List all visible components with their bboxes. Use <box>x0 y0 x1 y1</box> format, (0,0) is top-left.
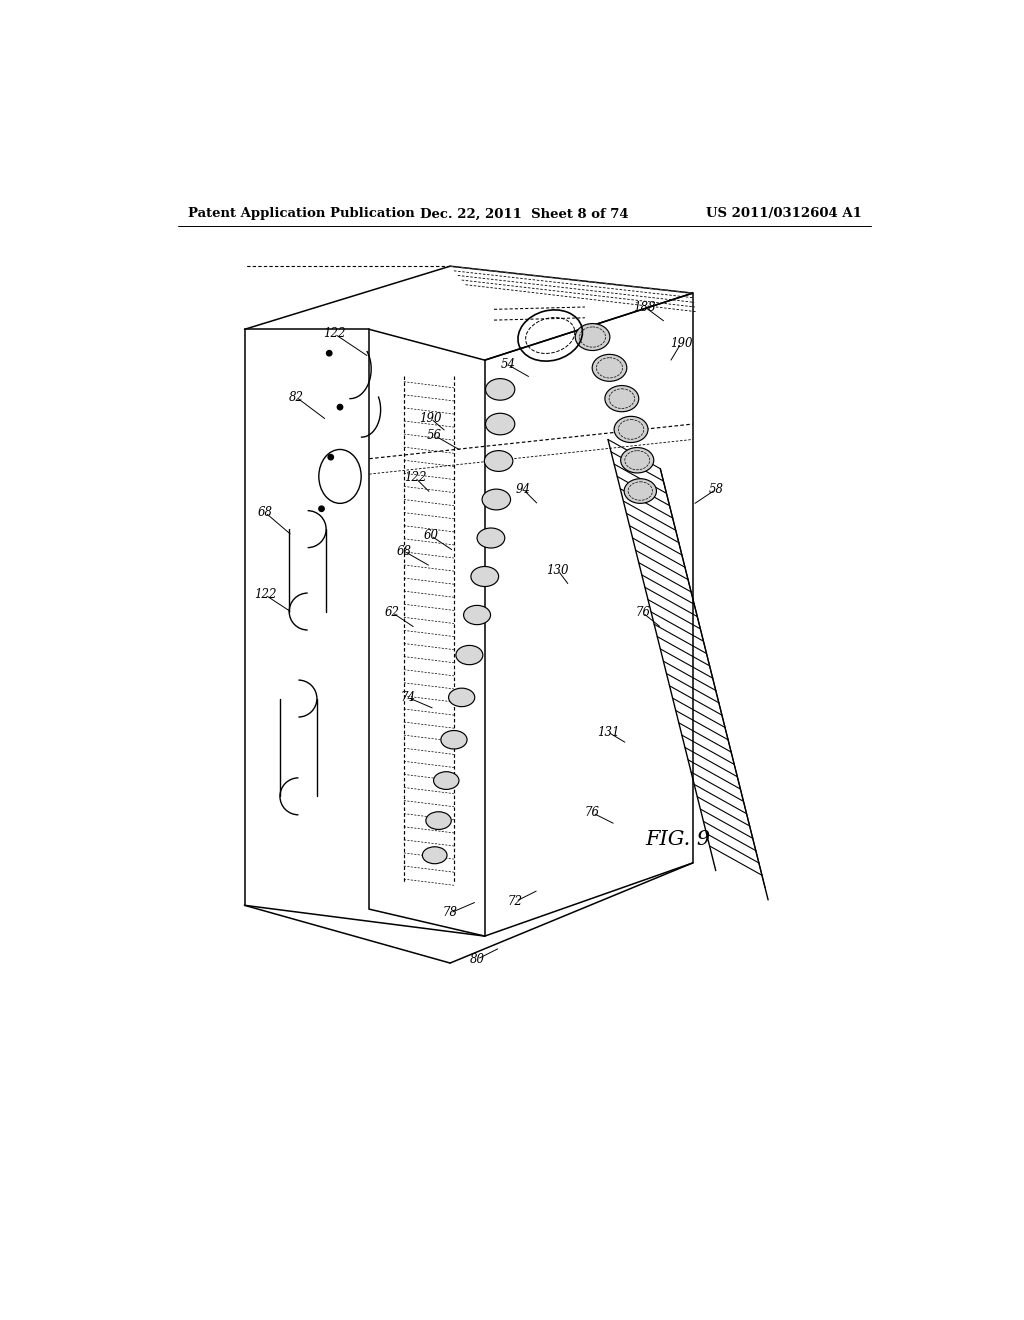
Text: 122: 122 <box>404 471 427 484</box>
Ellipse shape <box>614 416 648 442</box>
Text: 58: 58 <box>709 483 723 496</box>
Text: 74: 74 <box>400 690 416 704</box>
Ellipse shape <box>449 688 475 706</box>
Ellipse shape <box>456 645 483 665</box>
Ellipse shape <box>592 354 627 381</box>
Ellipse shape <box>464 606 490 624</box>
Text: 54: 54 <box>501 358 515 371</box>
Text: 78: 78 <box>442 907 458 920</box>
Text: 131: 131 <box>597 726 620 739</box>
Ellipse shape <box>433 772 459 789</box>
Text: 130: 130 <box>547 564 569 577</box>
Ellipse shape <box>471 566 499 586</box>
Text: US 2011/0312604 A1: US 2011/0312604 A1 <box>707 207 862 220</box>
Ellipse shape <box>441 730 467 748</box>
Ellipse shape <box>426 812 452 829</box>
Ellipse shape <box>605 385 639 412</box>
Ellipse shape <box>484 450 513 471</box>
Text: 60: 60 <box>423 529 438 543</box>
Circle shape <box>318 506 325 511</box>
Ellipse shape <box>621 447 653 473</box>
Ellipse shape <box>422 847 447 863</box>
Text: 122: 122 <box>324 327 346 341</box>
Text: 76: 76 <box>635 606 650 619</box>
Ellipse shape <box>625 479 656 503</box>
Text: 76: 76 <box>585 807 600 820</box>
Text: 82: 82 <box>289 391 303 404</box>
Ellipse shape <box>482 490 511 510</box>
Text: 68: 68 <box>258 506 272 519</box>
Text: 94: 94 <box>516 483 530 496</box>
Text: 68: 68 <box>396 545 412 557</box>
Text: FIG. 9: FIG. 9 <box>645 830 710 849</box>
Circle shape <box>328 454 334 459</box>
Text: 190: 190 <box>420 412 442 425</box>
Text: 122: 122 <box>254 589 276 602</box>
Text: Patent Application Publication: Patent Application Publication <box>188 207 415 220</box>
Text: 62: 62 <box>385 606 399 619</box>
Circle shape <box>337 404 343 409</box>
Text: 188: 188 <box>634 301 656 314</box>
Ellipse shape <box>477 528 505 548</box>
Text: Dec. 22, 2011  Sheet 8 of 74: Dec. 22, 2011 Sheet 8 of 74 <box>421 207 629 220</box>
Text: 56: 56 <box>427 429 442 442</box>
Circle shape <box>327 351 332 356</box>
Ellipse shape <box>575 323 610 351</box>
Text: 80: 80 <box>470 953 484 966</box>
Text: 190: 190 <box>670 337 692 350</box>
Ellipse shape <box>485 379 515 400</box>
Text: 72: 72 <box>508 895 523 908</box>
Ellipse shape <box>485 413 515 434</box>
